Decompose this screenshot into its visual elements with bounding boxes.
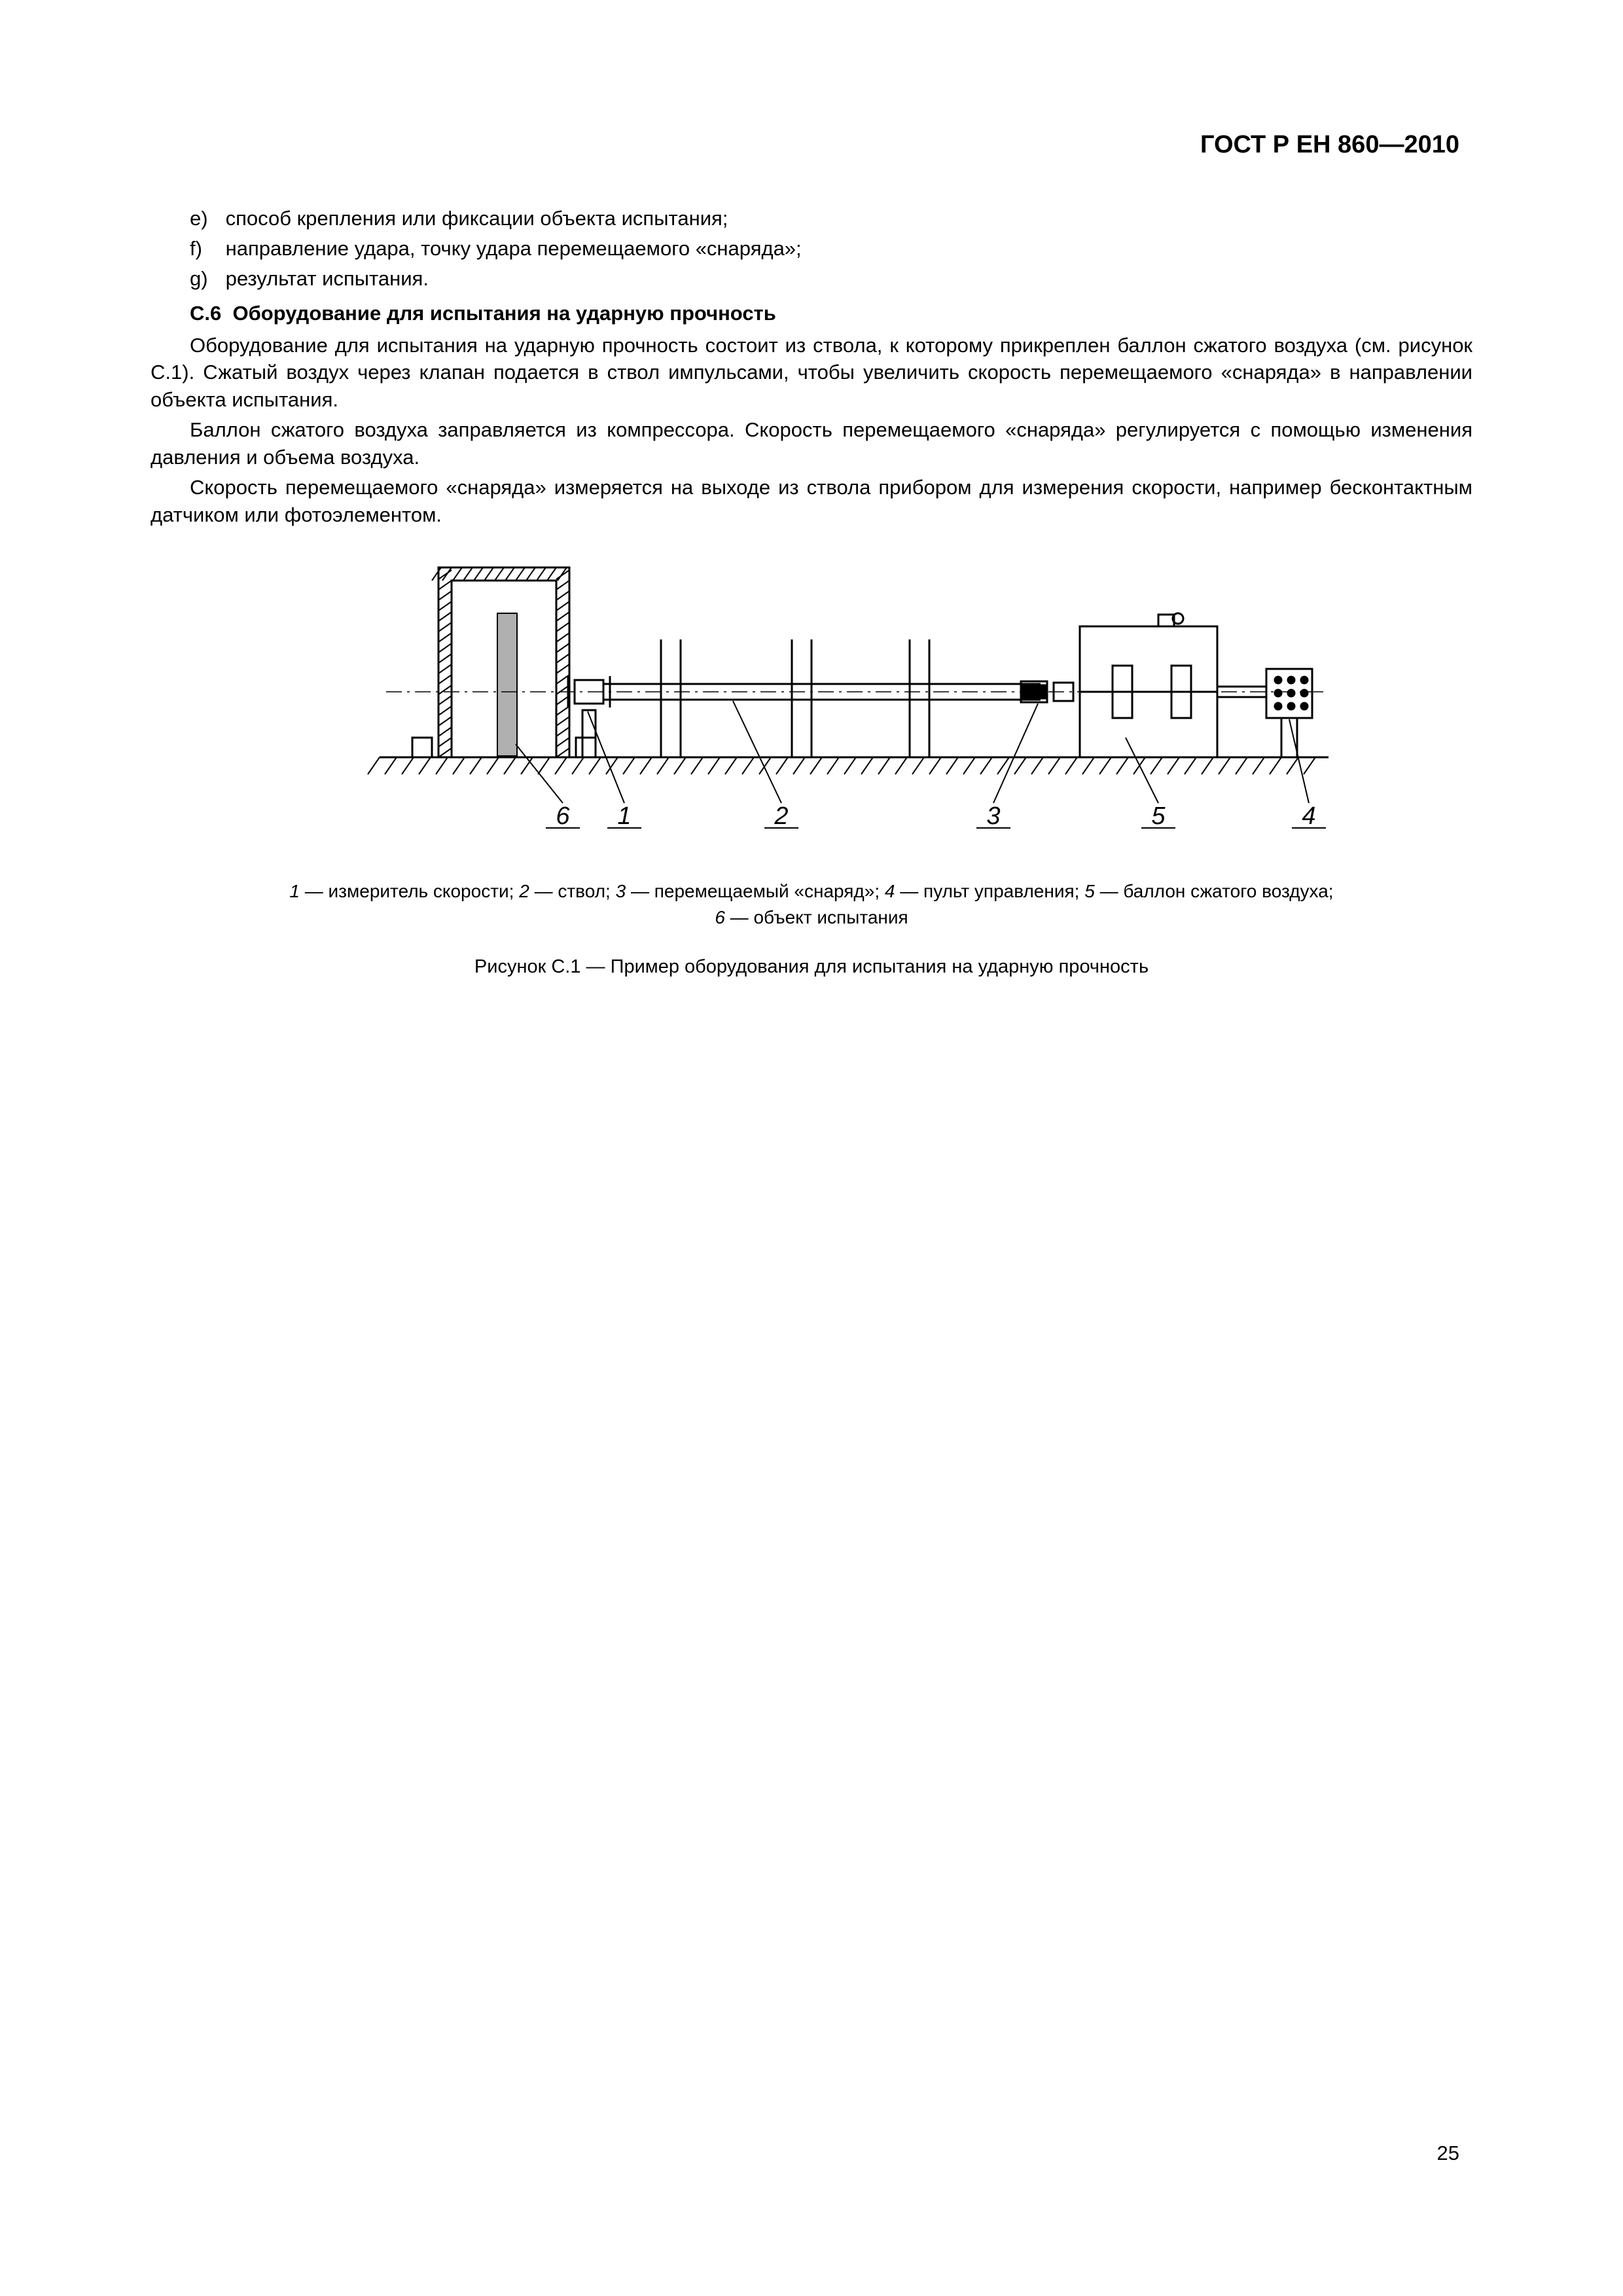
list-text: направление удара, точку удара перемещае… bbox=[226, 237, 802, 260]
figure-svg: 6 1 2 3 5 4 bbox=[255, 541, 1368, 842]
list-marker: f) bbox=[190, 235, 220, 262]
list-text: результат испытания. bbox=[226, 267, 429, 290]
section-number: С.6 bbox=[190, 302, 221, 325]
list-item-e: e) способ крепления или фиксации объекта… bbox=[151, 205, 1472, 232]
list-text: способ крепления или фиксации объекта ис… bbox=[226, 207, 728, 230]
callout-6: 6 bbox=[556, 802, 570, 830]
doc-code: ГОСТ Р ЕН 860—2010 bbox=[151, 131, 1472, 159]
page-number: 25 bbox=[1437, 2142, 1459, 2165]
figure-legend: 1 — измеритель скорости; 2 — ствол; 3 — … bbox=[151, 878, 1472, 929]
figure-caption: Рисунок С.1 — Пример оборудования для ис… bbox=[151, 956, 1472, 978]
figure-legend-line2: 6 — объект испытания bbox=[151, 905, 1472, 930]
paragraph-1: Оборудование для испытания на ударную пр… bbox=[151, 332, 1472, 414]
callout-5: 5 bbox=[1151, 802, 1166, 830]
section-title: Оборудование для испытания на ударную пр… bbox=[232, 302, 776, 325]
callout-3: 3 bbox=[986, 802, 1000, 830]
list-item-f: f) направление удара, точку удара переме… bbox=[151, 235, 1472, 262]
paragraph-2: Баллон сжатого воздуха заправляется из к… bbox=[151, 416, 1472, 471]
paragraph-3: Скорость перемещаемого «снаряда» измеряе… bbox=[151, 474, 1472, 529]
callout-4: 4 bbox=[1302, 802, 1315, 830]
section-heading: С.6 Оборудование для испытания на ударну… bbox=[151, 302, 1472, 325]
figure-legend-line1: 1 — измеритель скорости; 2 — ствол; 3 — … bbox=[151, 878, 1472, 904]
callout-2: 2 bbox=[774, 802, 788, 830]
callout-1: 1 bbox=[617, 802, 631, 830]
list-marker: g) bbox=[190, 265, 220, 293]
list-item-g: g) результат испытания. bbox=[151, 265, 1472, 293]
figure-c1: 6 1 2 3 5 4 1 — измеритель скорости; 2 —… bbox=[151, 541, 1472, 977]
list-marker: e) bbox=[190, 205, 220, 232]
